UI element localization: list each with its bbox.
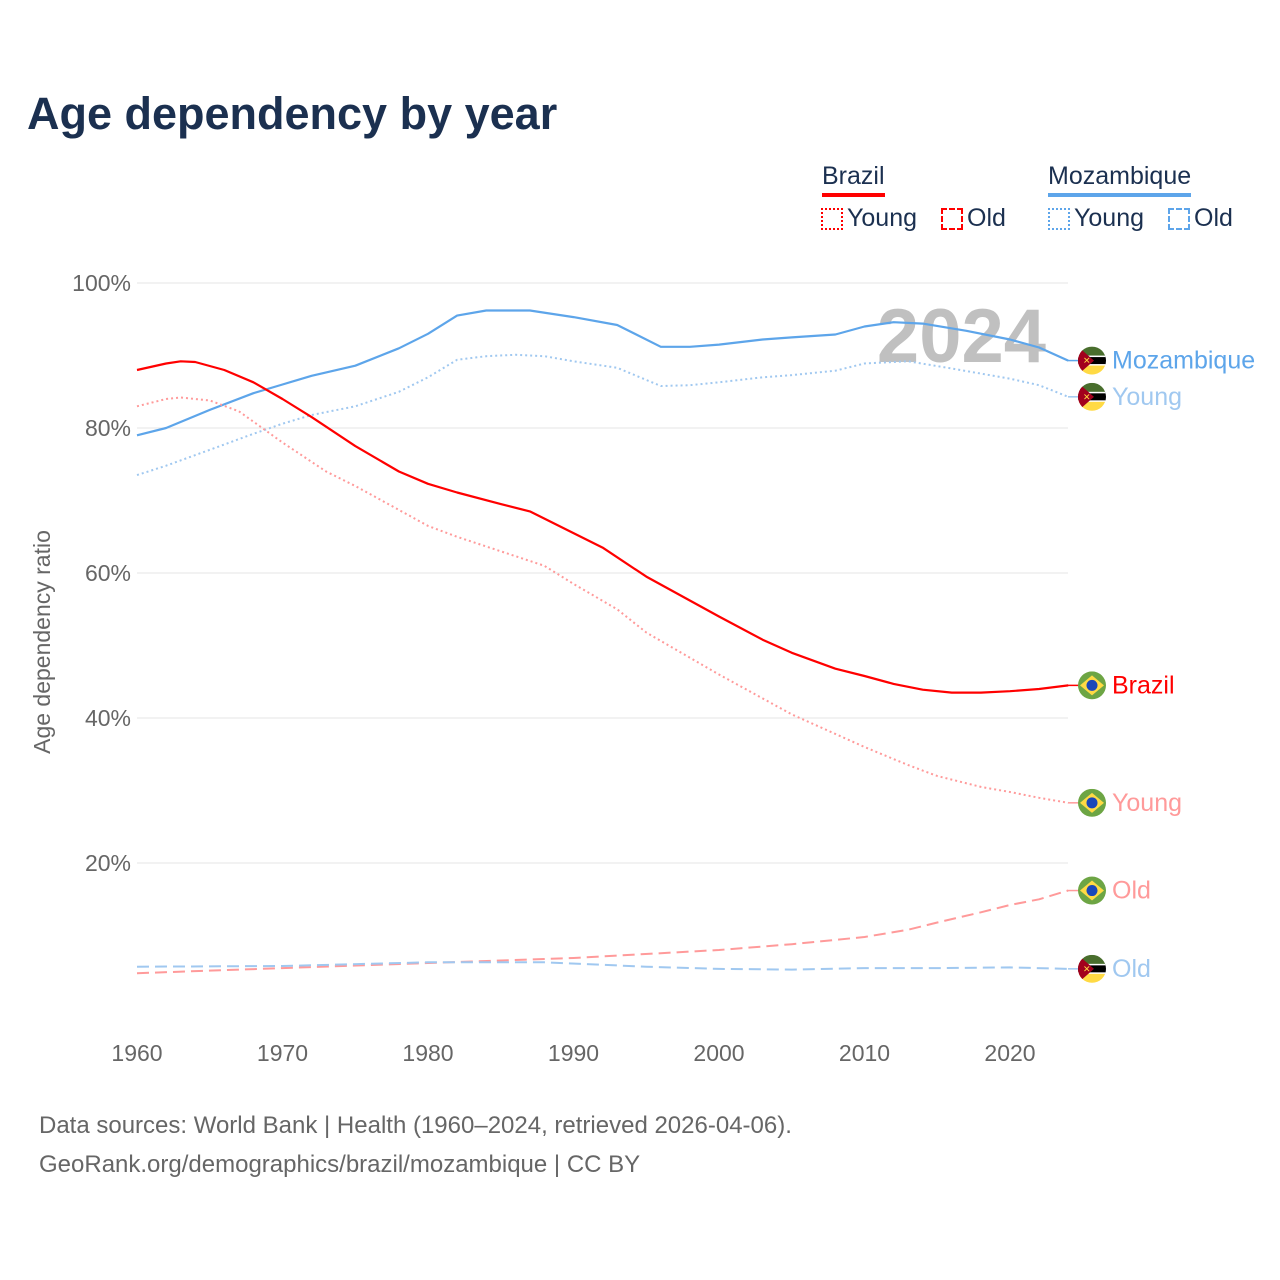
svg-text:✕: ✕ (1083, 356, 1091, 366)
mozambique-flag-icon: ✕ (1078, 346, 1106, 375)
series-end-label: Young (1112, 383, 1182, 411)
legend-brazil-old[interactable]: Old (941, 204, 1006, 233)
year-watermark: 2024 (877, 294, 1046, 379)
brazil-flag-icon (1078, 671, 1106, 700)
series-line-mozambique-old[interactable] (136, 961, 1069, 971)
dashed-swatch-icon (1168, 207, 1190, 230)
x-tick-label: 2010 (839, 1040, 890, 1066)
legend-label: Old (1194, 204, 1233, 232)
brazil-flag-icon (1078, 876, 1106, 905)
series-end-label: Young (1112, 789, 1182, 817)
chart-title: Age dependency by year (27, 88, 558, 139)
legend-label: Old (967, 204, 1006, 232)
series-end-label: Old (1112, 955, 1151, 983)
dotted-swatch-icon (1048, 207, 1070, 230)
dotted-swatch-icon (821, 207, 843, 230)
mozambique-flag-icon: ✕ (1078, 954, 1106, 983)
legend-label: Young (847, 204, 917, 232)
series-line-mozambique[interactable] (136, 309, 1069, 437)
y-tick-label: 40% (85, 705, 131, 731)
footer: Data sources: World Bank | Health (1960–… (39, 1106, 792, 1184)
y-tick-label: 20% (85, 850, 131, 876)
series-end-label: Old (1112, 877, 1151, 905)
x-tick-label: 1980 (402, 1040, 453, 1066)
series-line-brazil-young[interactable] (136, 396, 1069, 804)
x-tick-label: 1960 (111, 1040, 162, 1066)
legend-brazil[interactable]: Brazil (822, 162, 885, 197)
legend-label: Young (1074, 204, 1144, 232)
series-line-brazil[interactable] (136, 360, 1069, 694)
y-axis-label: Age dependency ratio (29, 530, 55, 754)
legend-mozambique-young[interactable]: Young (1048, 204, 1144, 233)
series-line-brazil-old[interactable] (136, 889, 1069, 975)
svg-text:✕: ✕ (1083, 392, 1091, 402)
source-text: Data sources: World Bank | Health (1960–… (39, 1112, 792, 1139)
series-end-label: Brazil (1112, 671, 1175, 699)
y-tick-label: 60% (85, 560, 131, 586)
x-tick-label: 1990 (548, 1040, 599, 1066)
brazil-flag-icon (1078, 788, 1106, 817)
x-tick-label: 2000 (693, 1040, 744, 1066)
series-end-label: Mozambique (1112, 347, 1255, 375)
dashed-swatch-icon (941, 207, 963, 230)
attribution-text: GeoRank.org/demographics/brazil/mozambiq… (39, 1151, 641, 1178)
legend-brazil-young[interactable]: Young (821, 204, 917, 233)
svg-text:✕: ✕ (1083, 964, 1091, 974)
y-tick-label: 100% (72, 270, 131, 296)
legend-mozambique-old[interactable]: Old (1168, 204, 1233, 233)
legend-mozambique[interactable]: Mozambique (1048, 162, 1192, 197)
x-tick-label: 2020 (984, 1040, 1035, 1066)
mozambique-flag-icon: ✕ (1078, 382, 1106, 411)
x-tick-label: 1970 (257, 1040, 308, 1066)
y-tick-label: 80% (85, 415, 131, 441)
